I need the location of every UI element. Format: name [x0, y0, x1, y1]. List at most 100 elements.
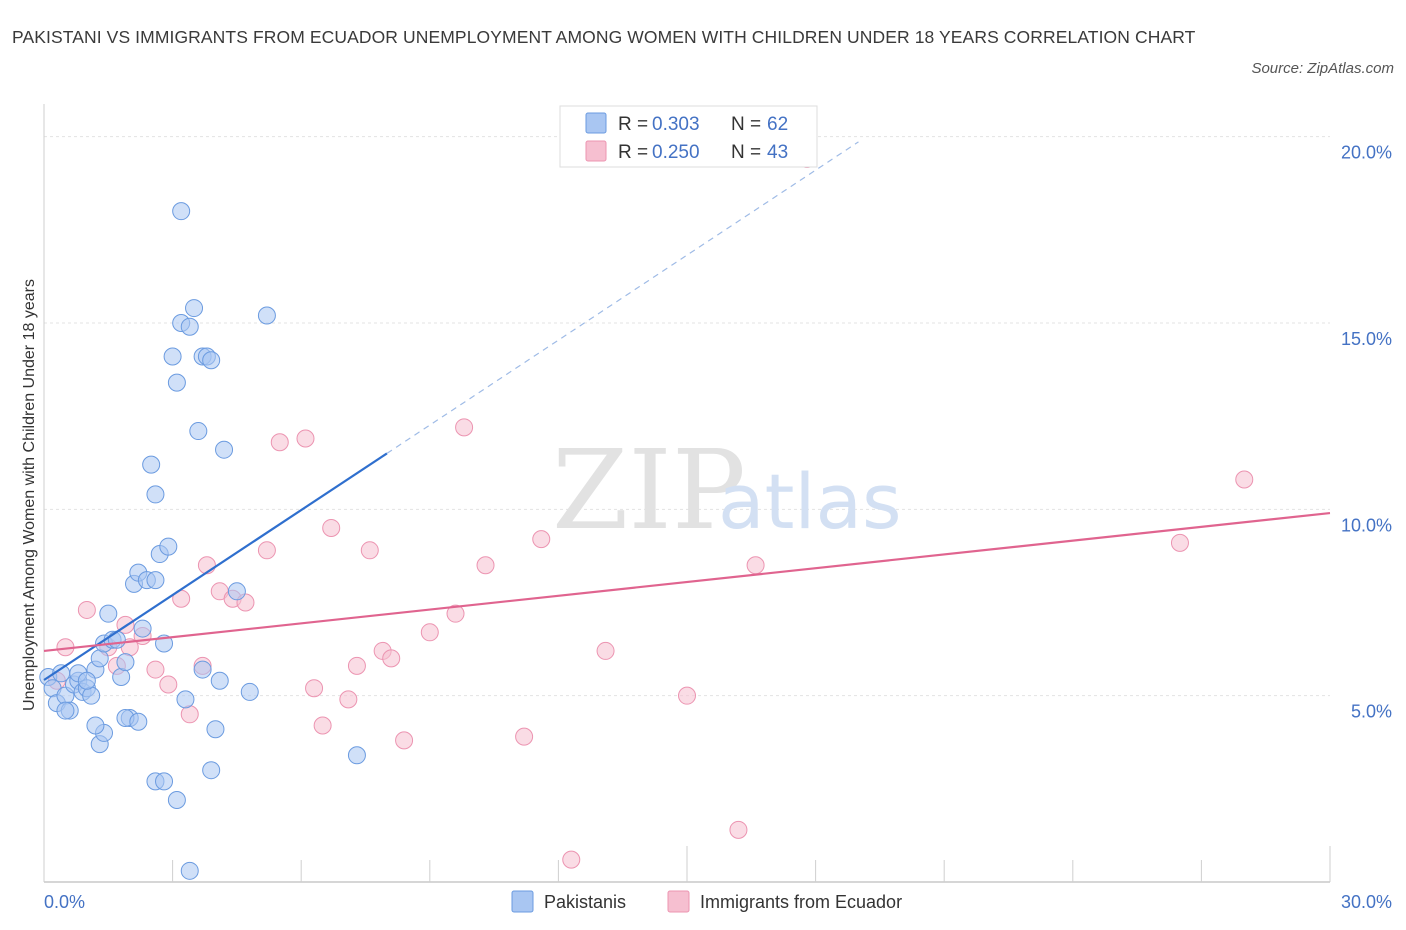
watermark: ZIP atlas — [552, 426, 902, 554]
pakistanis-point-49 — [129, 712, 148, 731]
axes — [43, 104, 1331, 883]
grid-lines — [44, 136, 1330, 697]
legend-label-pakistanis: Pakistanis — [544, 892, 626, 912]
ecuador-point-2 — [77, 600, 96, 619]
ecuador-point-10 — [180, 705, 199, 724]
ecuador-point-34 — [562, 850, 581, 869]
pakistanis-point-25 — [146, 571, 165, 590]
legend-stats: R = 0.303 N = 62 R = 0.250 N = 43 — [559, 105, 818, 168]
pakistanis-point-32 — [176, 690, 195, 709]
trend-lines — [43, 141, 1331, 681]
ecuador-point-32 — [515, 727, 534, 746]
legend-swatch-bottom-ecuador — [667, 890, 690, 913]
legend-n-value-pakistanis: 62 — [767, 114, 788, 135]
legend-r-label-ecuador: R = — [618, 142, 648, 163]
legend-swatch-ecuador — [585, 140, 607, 162]
ecuador-point-20 — [313, 716, 332, 735]
ecuador-point-7 — [146, 660, 165, 679]
trend-line-ecuador — [43, 511, 1331, 653]
chart-title: PAKISTANI VS IMMIGRANTS FROM ECUADOR UNE… — [12, 27, 1196, 47]
ecuador-point-37 — [729, 820, 748, 839]
ecuador-point-27 — [395, 731, 414, 750]
pakistanis-point-58 — [210, 671, 229, 690]
trend-line-pakistanis-extension — [386, 141, 859, 454]
pakistanis-point-33 — [180, 317, 199, 336]
pakistanis-point-52 — [155, 772, 174, 791]
legend-swatch-pakistanis — [585, 112, 607, 134]
pakistanis-point-39 — [206, 720, 225, 739]
pakistanis-point-41 — [227, 582, 246, 601]
ecuador-point-23 — [347, 656, 366, 675]
pakistanis-point-60 — [77, 671, 96, 690]
pakistanis-point-44 — [56, 701, 75, 720]
ecuador-point-19 — [305, 679, 324, 698]
pakistanis-point-18 — [116, 653, 135, 672]
pakistanis-point-34 — [185, 299, 204, 318]
pakistanis-point-30 — [167, 373, 186, 392]
legend-label-ecuador: Immigrants from Ecuador — [700, 892, 902, 912]
pakistanis-point-57 — [202, 761, 221, 780]
pakistanis-point-59 — [347, 746, 366, 765]
ecuador-point-22 — [339, 690, 358, 709]
ecuador-point-8 — [159, 675, 178, 694]
chart-source: Source: ZipAtlas.com — [1251, 60, 1394, 77]
ecuador-point-41 — [1235, 470, 1254, 489]
watermark-zip: ZIP — [552, 426, 746, 554]
pakistanis-point-10 — [82, 686, 101, 705]
trend-line-pakistanis — [43, 452, 388, 681]
ecuador-point-33 — [532, 530, 551, 549]
pakistanis-point-56 — [193, 660, 212, 679]
y-tick-label-1: 10.0% — [1341, 515, 1392, 535]
pakistanis-point-55 — [180, 861, 199, 880]
pakistanis-point-28 — [159, 537, 178, 556]
ecuador-point-40 — [1170, 533, 1189, 552]
ecuador-point-29 — [446, 604, 465, 623]
legend-r-value-pakistanis: 0.303 — [652, 114, 700, 135]
ecuador-point-38 — [746, 556, 765, 575]
legend-r-value-ecuador: 0.250 — [652, 142, 700, 163]
pakistanis-point-40 — [215, 440, 234, 459]
legend-swatch-bottom-pakistanis — [511, 890, 534, 913]
legend-n-label-ecuador: N = — [731, 142, 761, 163]
y-tick-label-3: 20.0% — [1341, 143, 1392, 163]
pakistanis-point-24 — [142, 455, 161, 474]
pakistanis-point-12 — [90, 649, 109, 668]
y-tick-label-2: 15.0% — [1341, 329, 1392, 349]
pakistanis-point-42 — [240, 682, 259, 701]
pakistanis-point-35 — [189, 422, 208, 441]
pakistanis-point-54 — [172, 202, 191, 221]
ecuador-point-26 — [382, 649, 401, 668]
ecuador-point-24 — [360, 541, 379, 560]
ecuador-point-16 — [257, 541, 276, 560]
pakistanis-point-14 — [99, 604, 118, 623]
watermark-atlas: atlas — [718, 457, 902, 546]
x-tick-label-0: 0.0% — [44, 892, 85, 912]
y-tick-labels: 5.0% 10.0% 15.0% 20.0% — [1341, 143, 1392, 722]
series-pakistanis — [39, 202, 366, 880]
pakistanis-point-43 — [257, 306, 276, 325]
ecuador-point-21 — [322, 518, 341, 537]
ecuador-point-35 — [596, 641, 615, 660]
x-tick-labels: 0.0% 30.0% — [44, 892, 1392, 912]
y-axis-label: Unemployment Among Women with Children U… — [21, 279, 38, 711]
pakistanis-point-38 — [202, 351, 221, 370]
ecuador-point-30 — [455, 418, 474, 437]
ecuador-point-18 — [296, 429, 315, 448]
x-tick-label-1: 30.0% — [1341, 892, 1392, 912]
legend-n-value-ecuador: 43 — [767, 142, 788, 163]
legend-series: Pakistanis Immigrants from Ecuador — [511, 890, 902, 913]
pakistanis-point-61 — [86, 716, 105, 735]
ecuador-point-36 — [678, 686, 696, 705]
pakistanis-point-17 — [112, 668, 131, 687]
pakistanis-point-16 — [107, 630, 126, 649]
legend-n-label-pakistanis: N = — [731, 114, 761, 135]
pakistanis-point-29 — [163, 347, 182, 366]
y-tick-label-0: 5.0% — [1351, 702, 1392, 722]
pakistanis-point-22 — [133, 619, 152, 638]
pakistanis-point-50 — [146, 485, 165, 504]
ecuador-point-28 — [420, 623, 439, 642]
ecuador-point-17 — [270, 433, 289, 452]
legend-r-label-pakistanis: R = — [618, 114, 648, 135]
ecuador-point-31 — [476, 556, 495, 575]
